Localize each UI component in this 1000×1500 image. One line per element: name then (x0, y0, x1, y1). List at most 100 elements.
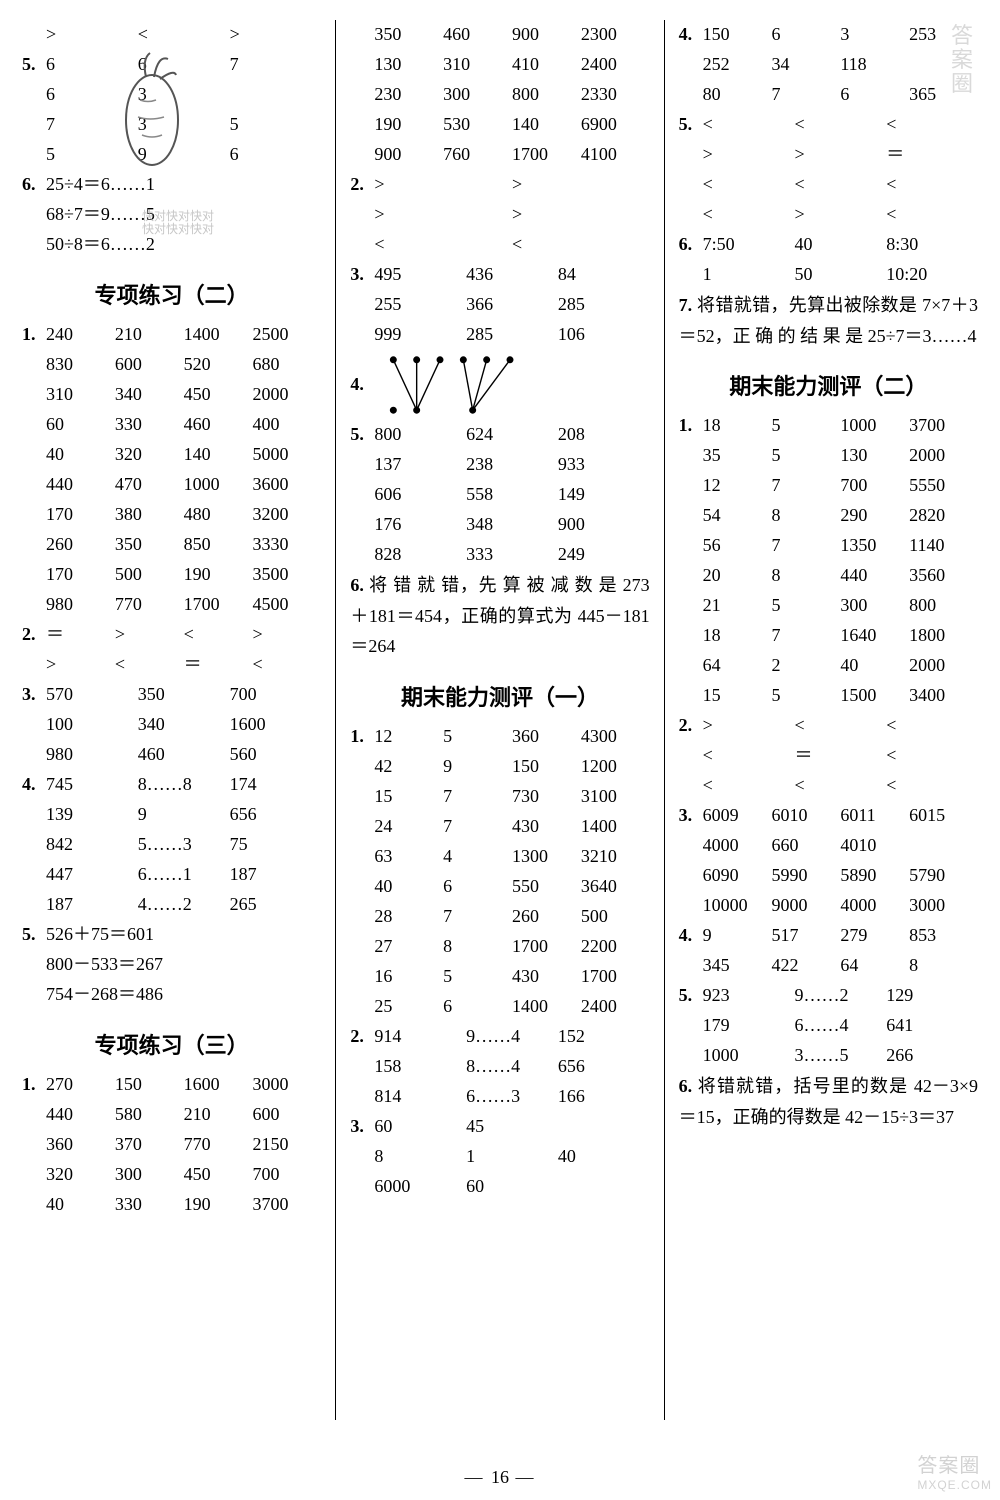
cell: 2330 (581, 80, 650, 110)
cell: 252 (703, 50, 772, 80)
data-row: 440580210600 (22, 1100, 321, 1130)
cell: 210 (115, 320, 184, 350)
cell: 900 (512, 20, 581, 50)
cell: 2150 (252, 1130, 321, 1160)
cell: 1700 (184, 590, 253, 620)
data-row: 1.24021014002500 (22, 320, 321, 350)
cell: 7 (771, 621, 840, 651)
column-1: > < > 5. 6 6 7 6 3 7 3 5 (10, 20, 333, 1420)
data-row: 137238933 (350, 450, 649, 480)
cell: 3330 (252, 530, 321, 560)
cell: 923 (703, 981, 795, 1011)
cell: 150 (115, 1070, 184, 1100)
cell: < (794, 110, 886, 140)
cell: 5……3 (138, 830, 230, 860)
data-row: 8140 (350, 1142, 649, 1172)
data-row: 403301903700 (22, 1190, 321, 1220)
cell: 4300 (581, 722, 650, 752)
cell: 9 (703, 921, 772, 951)
data-row: 4.15063253 (679, 20, 978, 50)
cell: 1700 (581, 962, 650, 992)
cell: ＝ (886, 140, 978, 170)
cell: < (115, 650, 184, 680)
cell: 3000 (252, 1070, 321, 1100)
cell: 436 (466, 260, 558, 290)
cell: 460 (138, 740, 230, 770)
q4-figure-row: 4. (350, 350, 649, 420)
column-divider (664, 20, 665, 1420)
cell: 7 (771, 471, 840, 501)
q-label: 2. (350, 170, 374, 200)
cell: 5 (443, 962, 512, 992)
cell: 440 (46, 470, 115, 500)
data-row: 1399656 (22, 800, 321, 830)
cell: 830 (46, 350, 115, 380)
cell: 348 (466, 510, 558, 540)
cell: 4100 (581, 140, 650, 170)
cell: 900 (558, 510, 650, 540)
data-row: 8425……375 (22, 830, 321, 860)
q-label: 4. (22, 770, 46, 800)
cell: < (794, 170, 886, 200)
cell: 3500 (252, 560, 321, 590)
cell: 3100 (581, 782, 650, 812)
cell: 340 (138, 710, 230, 740)
cell: 7:50 (703, 230, 795, 260)
cell: 999 (374, 320, 466, 350)
cell: 560 (230, 740, 322, 770)
cell: 174 (230, 770, 322, 800)
cell: 330 (115, 410, 184, 440)
cell: 5990 (771, 861, 840, 891)
cell: 1 (703, 260, 795, 290)
data-row: 60330460400 (22, 410, 321, 440)
cell: 190 (374, 110, 443, 140)
data-row: 1277005550 (679, 471, 978, 501)
cell: 24 (374, 812, 443, 842)
cell: 187 (46, 890, 138, 920)
cell: 2000 (252, 380, 321, 410)
cell: 480 (184, 500, 253, 530)
cell: 152 (558, 1022, 650, 1052)
cell: 16 (374, 962, 443, 992)
cell: 656 (230, 800, 322, 830)
cell: 8 (374, 1142, 466, 1172)
cell: 1 (466, 1142, 558, 1172)
cell: 933 (558, 450, 650, 480)
cell: 5790 (909, 861, 978, 891)
cell: 3640 (581, 872, 650, 902)
cell: 1400 (512, 992, 581, 1022)
cell: < (886, 170, 978, 200)
cell: 400 (252, 410, 321, 440)
cell: 320 (46, 1160, 115, 1190)
cell: 4000 (703, 831, 772, 861)
cell: 1000 (703, 1041, 795, 1071)
cell: 8……4 (466, 1052, 558, 1082)
data-row: 1703804803200 (22, 500, 321, 530)
cell: 118 (840, 50, 909, 80)
q-label: 5. (679, 110, 703, 140)
section-title: 专项练习（二） (22, 278, 321, 310)
column-2: 3504609002300130310410240023030080023301… (338, 20, 661, 1420)
cell: 6011 (840, 801, 909, 831)
cell: 5550 (909, 471, 978, 501)
data-row: 2603508503330 (22, 530, 321, 560)
cell: 158 (374, 1052, 466, 1082)
cell: 8 (771, 561, 840, 591)
data-row: 999285106 (350, 320, 649, 350)
cell: 8……8 (138, 770, 230, 800)
data-row: <>< (679, 200, 978, 230)
data-row: <＝< (679, 741, 978, 771)
cell: 190 (184, 560, 253, 590)
data-row: 3551302000 (679, 441, 978, 471)
cell: 6 (771, 20, 840, 50)
cell: 40 (374, 872, 443, 902)
cell: 9000 (771, 891, 840, 921)
data-row: >> (350, 200, 649, 230)
cell: 450 (184, 1160, 253, 1190)
q-label: 5. (350, 420, 374, 450)
data-row: 2084403560 (679, 561, 978, 591)
cell: 3400 (909, 681, 978, 711)
q5-line: 800－533＝267 (22, 950, 321, 980)
data-row: 1796……4641 (679, 1011, 978, 1041)
cell: 7 (230, 50, 322, 80)
